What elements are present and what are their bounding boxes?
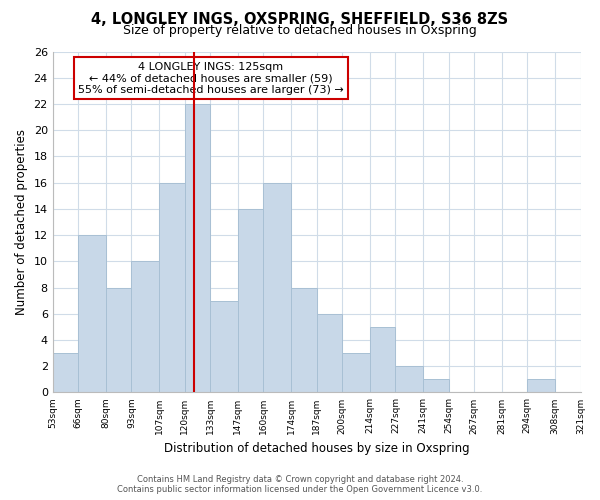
Bar — [210, 300, 238, 392]
Bar — [291, 288, 317, 393]
Bar — [131, 262, 159, 392]
Bar — [159, 182, 185, 392]
Text: 4, LONGLEY INGS, OXSPRING, SHEFFIELD, S36 8ZS: 4, LONGLEY INGS, OXSPRING, SHEFFIELD, S3… — [91, 12, 509, 28]
Bar — [263, 182, 291, 392]
Y-axis label: Number of detached properties: Number of detached properties — [15, 129, 28, 315]
Bar — [370, 327, 395, 392]
X-axis label: Distribution of detached houses by size in Oxspring: Distribution of detached houses by size … — [164, 442, 469, 455]
Bar — [527, 380, 555, 392]
Bar — [106, 288, 131, 393]
Text: 4 LONGLEY INGS: 125sqm
← 44% of detached houses are smaller (59)
55% of semi-det: 4 LONGLEY INGS: 125sqm ← 44% of detached… — [78, 62, 344, 95]
Bar — [317, 314, 342, 392]
Bar — [238, 209, 263, 392]
Bar — [53, 353, 78, 393]
Bar — [342, 353, 370, 393]
Text: Contains HM Land Registry data © Crown copyright and database right 2024.
Contai: Contains HM Land Registry data © Crown c… — [118, 474, 482, 494]
Bar — [395, 366, 423, 392]
Bar — [78, 235, 106, 392]
Text: Size of property relative to detached houses in Oxspring: Size of property relative to detached ho… — [123, 24, 477, 37]
Bar — [185, 104, 210, 393]
Bar — [423, 380, 449, 392]
